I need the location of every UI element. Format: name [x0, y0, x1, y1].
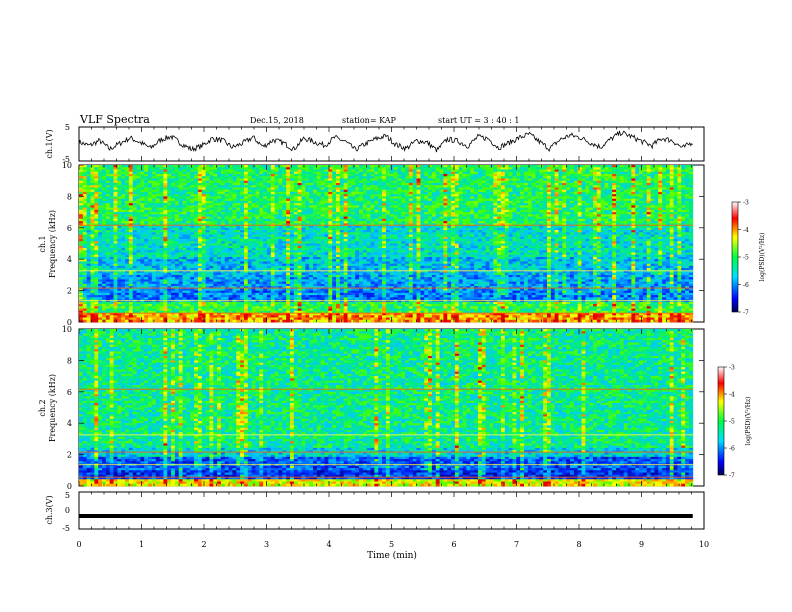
ch2-freq-ytick-0: 0	[67, 482, 72, 491]
x-tick-2: 2	[201, 540, 206, 549]
x-axis-label: Time (min)	[367, 550, 417, 561]
ch1-ytick-bottom: -5	[62, 155, 70, 164]
ch1-ytick-top: 5	[65, 123, 70, 132]
x-tick-0: 0	[76, 540, 81, 549]
station-label: station= KAP	[342, 116, 397, 125]
chart-title: VLF Spectra	[79, 113, 150, 126]
ch1-freq-ytick-4: 4	[67, 255, 72, 264]
x-axis-tick-labels: 0 1 2 3 4 5 6 7 8 9 10	[76, 540, 709, 549]
ch1-ylabel: ch.1(V)	[45, 129, 54, 158]
ch1-cb-tick--7: -7	[743, 310, 749, 317]
ch2-colorbar	[717, 366, 725, 476]
x-tick-4: 4	[326, 540, 331, 549]
ch1-freq-label: Frequency (kHz)	[48, 210, 57, 278]
ch2-freq-ytick-4: 4	[67, 419, 72, 428]
x-tick-7: 7	[514, 540, 519, 549]
ch1-freq-ytick-0: 0	[67, 318, 72, 327]
ch3-ylabel: ch.3(V)	[45, 495, 54, 524]
ch1-colorbar-label: log(PSD)(V²/Hz)	[759, 233, 766, 282]
ch1-freq-ytick-10: 10	[62, 161, 72, 170]
ch3-ytick-mid: 0	[65, 506, 70, 515]
ch1-spectrogram-image	[79, 165, 694, 323]
x-tick-6: 6	[451, 540, 456, 549]
ch2-cb-tick--3: -3	[729, 365, 735, 372]
x-tick-8: 8	[576, 540, 581, 549]
ch2-freq-ytick-8: 8	[67, 356, 72, 365]
ch2-cb-tick--7: -7	[729, 473, 735, 480]
ch2-cb-tick--5: -5	[729, 419, 735, 426]
ch1-freq-ytick-6: 6	[67, 224, 72, 233]
ch1-cb-tick--5: -5	[743, 255, 749, 262]
x-tick-1: 1	[139, 540, 144, 549]
ch1-waveform-panel: 5 -5 ch.1(V)	[45, 123, 705, 164]
ch2-spec-label: ch.2	[38, 399, 47, 416]
ch1-spec-label: ch.1	[38, 235, 47, 252]
x-tick-10: 10	[699, 540, 709, 549]
ch1-colorbar	[731, 201, 739, 313]
ch1-cb-tick--6: -6	[743, 282, 749, 289]
ch3-waveform-panel: 5 0 -5 ch.3(V)	[45, 491, 705, 533]
ch3-ytick-top: 5	[65, 491, 70, 500]
ch1-cb-tick--3: -3	[743, 200, 749, 207]
ch1-freq-ytick-8: 8	[67, 192, 72, 201]
ch2-cb-tick--6: -6	[729, 446, 735, 453]
ch2-cb-tick--4: -4	[729, 392, 735, 399]
x-tick-5: 5	[389, 540, 394, 549]
ch1-freq-ytick-2: 2	[67, 287, 72, 296]
ch2-colorbar-label: log(PSD)(V²/Hz)	[745, 397, 752, 446]
ch1-waveform-line	[78, 130, 694, 153]
ch3-ytick-bottom: -5	[62, 524, 70, 533]
ch2-freq-ytick-2: 2	[67, 451, 72, 460]
start-time-label: start UT = 3 : 40 : 1	[438, 116, 519, 125]
ch2-freq-ytick-6: 6	[67, 388, 72, 397]
ch1-cb-tick--4: -4	[743, 227, 749, 234]
ch2-spectrogram-image	[79, 329, 694, 487]
ch2-freq-ytick-10: 10	[62, 325, 72, 334]
ch2-freq-label: Frequency (kHz)	[48, 374, 57, 442]
x-tick-3: 3	[264, 540, 269, 549]
x-tick-9: 9	[639, 540, 644, 549]
date-label: Dec.15, 2018	[250, 116, 304, 125]
